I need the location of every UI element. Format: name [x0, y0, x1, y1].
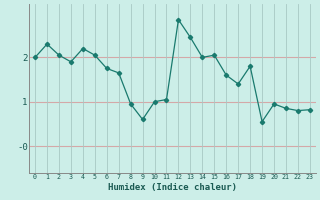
X-axis label: Humidex (Indice chaleur): Humidex (Indice chaleur)	[108, 183, 237, 192]
